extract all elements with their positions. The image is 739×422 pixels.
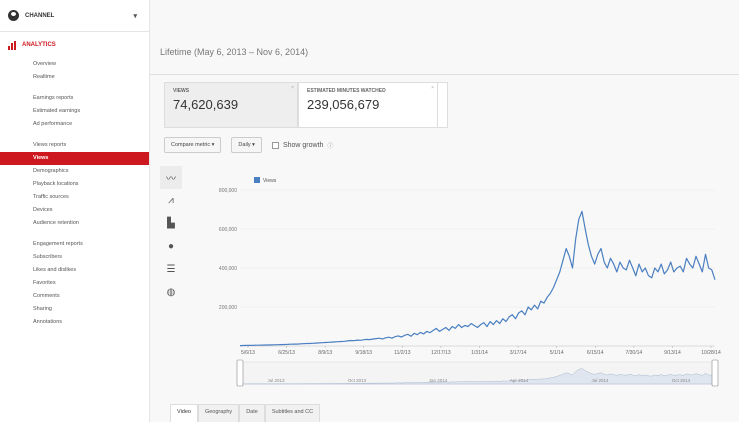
metric-value: 74,620,639 <box>173 97 239 112</box>
legend-label: Views <box>263 178 277 184</box>
header-divider <box>150 74 739 75</box>
metric-card-minutes[interactable]: ESTIMATED MINUTES WATCHED 239,056,679 × <box>298 82 438 128</box>
sidebar-item-devices[interactable]: Devices <box>33 207 53 213</box>
metric-label: ESTIMATED MINUTES WATCHED <box>307 88 386 94</box>
sidebar-item-views-reports[interactable]: Views reports <box>33 142 67 148</box>
x-tick-label: 8/9/13 <box>318 350 332 356</box>
show-growth-toggle[interactable]: Show growth ⓘ <box>271 141 334 150</box>
range-handle-left[interactable] <box>236 359 244 387</box>
timeline-label: Jul 2014 <box>591 378 609 383</box>
bottom-tabs: Video Geography Date Subtitles and CC <box>170 404 321 422</box>
channel-header[interactable]: CHANNEL ▾ <box>0 0 149 32</box>
timeline-mini-series <box>239 368 716 385</box>
x-tick-label: 11/2/13 <box>394 350 411 356</box>
timeline-label: Jul 2013 <box>267 378 285 383</box>
sidebar-item-sharing[interactable]: Sharing <box>33 306 52 312</box>
range-handle-right[interactable] <box>711 359 719 387</box>
x-tick-label: 5/1/14 <box>550 350 564 356</box>
timeline-label: Jan 2014 <box>429 378 448 383</box>
y-tick-label: 600,000 <box>219 227 237 233</box>
y-tick-label: 800,000 <box>219 188 237 194</box>
sidebar-item-realtime[interactable]: Realtime <box>33 74 55 80</box>
pie-chart-icon[interactable]: ● <box>167 241 175 252</box>
x-tick-label: 1/31/14 <box>471 350 488 356</box>
x-tick-label: 5/6/13 <box>241 350 255 356</box>
sidebar-item-audience-retention[interactable]: Audience retention <box>33 220 79 226</box>
channel-label: CHANNEL <box>25 12 55 19</box>
x-tick-label: 9/18/13 <box>355 350 372 356</box>
sidebar-item-views[interactable]: Views <box>0 152 149 165</box>
analytics-header[interactable]: ANALYTICS <box>0 32 149 58</box>
x-tick-label: 9/13/14 <box>664 350 681 356</box>
x-tick-label: 6/25/13 <box>278 350 295 356</box>
bar-chart-icon[interactable]: ☰ <box>166 264 176 275</box>
chevron-down-icon[interactable]: ▾ <box>133 12 137 20</box>
close-icon[interactable]: × <box>431 85 434 91</box>
sidebar-item-favorites[interactable]: Favorites <box>33 280 56 286</box>
timeline-label: Oct 2013 <box>348 378 367 383</box>
main-content: Lifetime (May 6, 2013 – Nov 6, 2014) VIE… <box>150 0 739 422</box>
chart-type-toolbar: 〰 ⩘ ▙ ● ☰ ◍ <box>160 166 182 304</box>
x-tick-label: 3/17/14 <box>510 350 527 356</box>
tab-subtitles-and-cc[interactable]: Subtitles and CC <box>264 404 321 422</box>
analytics-label: ANALYTICS <box>22 42 56 48</box>
sidebar-item-earnings-reports[interactable]: Earnings reports <box>33 95 74 101</box>
date-range-title[interactable]: Lifetime (May 6, 2013 – Nov 6, 2014) <box>160 47 309 57</box>
x-tick-label: 12/17/13 <box>431 350 451 356</box>
metric-card-empty <box>438 82 448 128</box>
sidebar: CHANNEL ▾ ANALYTICS Overview Realtime Earn… <box>0 0 150 422</box>
avatar-icon <box>8 10 19 21</box>
metric-value: 239,056,679 <box>307 97 380 112</box>
y-tick-label: 200,000 <box>219 305 237 311</box>
compare-metric-button[interactable]: Compare metric ▾ <box>164 137 222 153</box>
sidebar-item-estimated-earnings[interactable]: Estimated earnings <box>33 108 81 114</box>
x-tick-label: 10/28/14 <box>701 350 721 356</box>
y-tick-label: 400,000 <box>219 266 237 272</box>
stacked-area-icon[interactable]: ▙ <box>167 218 175 229</box>
multiline-chart-icon[interactable]: ⩘ <box>168 195 174 206</box>
help-icon[interactable]: ⓘ <box>327 143 334 150</box>
sidebar-item-subscribers[interactable]: Subscribers <box>33 254 63 260</box>
metric-card-views[interactable]: VIEWS 74,620,639 × <box>164 82 298 128</box>
analytics-icon <box>8 40 16 50</box>
sidebar-item-comments[interactable]: Comments <box>33 293 60 299</box>
views-series-line <box>239 210 716 347</box>
checkbox-icon[interactable] <box>271 141 279 149</box>
close-icon[interactable]: × <box>291 85 294 91</box>
show-growth-label: Show growth <box>282 141 324 149</box>
metric-label: VIEWS <box>173 88 190 94</box>
chart-controls: Compare metric ▾ Daily ▾ Show growth ⓘ <box>164 137 333 153</box>
tab-geography[interactable]: Geography <box>197 404 240 422</box>
x-tick-label: 7/30/14 <box>625 350 642 356</box>
interval-dropdown[interactable]: Daily ▾ <box>231 137 262 153</box>
sidebar-item-traffic-sources[interactable]: Traffic sources <box>33 194 69 200</box>
sidebar-item-annotations[interactable]: Annotations <box>33 319 63 325</box>
sidebar-item-engagement-reports[interactable]: Engagement reports <box>33 241 83 247</box>
sidebar-item-playback-locations[interactable]: Playback locations <box>33 181 79 187</box>
sidebar-item-overview[interactable]: Overview <box>33 61 56 67</box>
legend-swatch <box>254 177 260 183</box>
sidebar-nav: Overview Realtime Earnings reports Estimate… <box>0 58 149 329</box>
x-tick-label: 6/15/14 <box>587 350 604 356</box>
tab-video[interactable]: Video <box>170 404 198 422</box>
timeline-label: Apr 2014 <box>510 378 529 383</box>
sidebar-item-demographics[interactable]: Demographics <box>33 168 69 174</box>
line-chart-icon[interactable]: 〰 <box>160 166 182 189</box>
sidebar-item-likes-and-dislikes[interactable]: Likes and dislikes <box>33 267 77 273</box>
views-chart: Views 800,000 600,000 400,000 200,000 5/6/13 6… <box>219 177 721 387</box>
timeline-label: Oct 2014 <box>672 378 691 383</box>
tab-date[interactable]: Date <box>239 404 265 422</box>
sidebar-item-ad-performance[interactable]: Ad performance <box>33 121 73 127</box>
map-icon[interactable]: ◍ <box>166 287 176 298</box>
